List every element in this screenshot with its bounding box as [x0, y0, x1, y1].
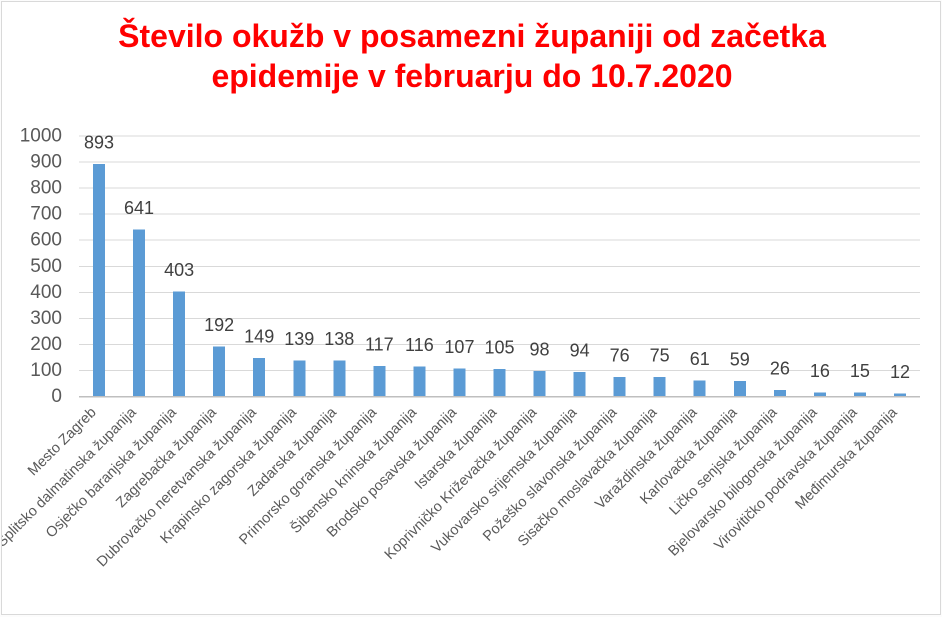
- svg-text:Vukovarsko srijemska županija: Vukovarsko srijemska županija: [429, 404, 581, 556]
- svg-text:0: 0: [51, 386, 62, 407]
- svg-text:26: 26: [770, 358, 790, 378]
- svg-text:59: 59: [730, 350, 750, 370]
- svg-text:893: 893: [84, 132, 114, 152]
- svg-text:700: 700: [30, 204, 62, 225]
- svg-text:98: 98: [530, 340, 550, 360]
- svg-text:15: 15: [850, 361, 870, 381]
- svg-text:400: 400: [30, 282, 62, 303]
- svg-text:800: 800: [30, 178, 62, 199]
- svg-text:138: 138: [324, 329, 354, 349]
- svg-text:200: 200: [30, 334, 62, 355]
- svg-text:192: 192: [204, 315, 234, 335]
- svg-text:641: 641: [124, 198, 154, 218]
- svg-text:403: 403: [164, 260, 194, 280]
- svg-text:149: 149: [244, 326, 274, 346]
- svg-text:Mesto Zagreb: Mesto Zagreb: [25, 405, 100, 480]
- svg-text:61: 61: [690, 349, 710, 369]
- svg-text:76: 76: [610, 345, 630, 365]
- svg-text:16: 16: [810, 361, 830, 381]
- svg-text:100: 100: [30, 360, 62, 381]
- svg-text:900: 900: [30, 152, 62, 173]
- svg-text:500: 500: [30, 256, 62, 277]
- svg-text:117: 117: [365, 335, 394, 355]
- svg-text:1000: 1000: [20, 126, 62, 147]
- svg-text:75: 75: [650, 346, 670, 366]
- svg-text:94: 94: [570, 341, 590, 361]
- svg-text:139: 139: [284, 329, 314, 349]
- svg-text:12: 12: [890, 362, 910, 382]
- svg-text:600: 600: [30, 230, 62, 251]
- svg-text:116: 116: [405, 335, 434, 355]
- svg-text:107: 107: [444, 337, 474, 357]
- svg-text:300: 300: [30, 308, 62, 329]
- svg-text:105: 105: [484, 338, 514, 358]
